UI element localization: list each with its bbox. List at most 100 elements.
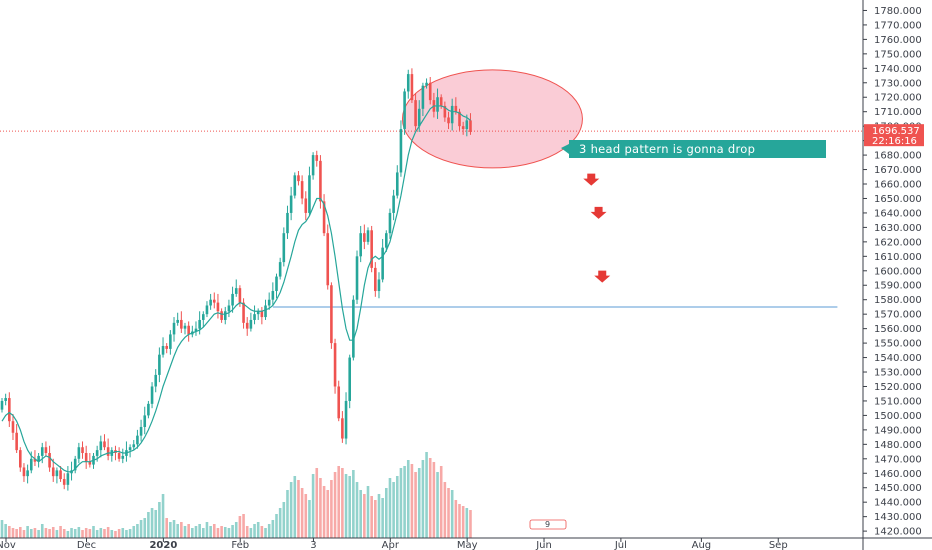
candle-body: [461, 126, 465, 130]
candle-body: [150, 386, 154, 404]
candle-body: [158, 354, 161, 375]
volume-bar: [271, 520, 275, 538]
candle-body: [282, 233, 286, 263]
volume-bar: [48, 529, 51, 538]
volume-bar: [81, 530, 84, 538]
volume-bar: [15, 529, 18, 538]
candle-body: [227, 305, 231, 312]
candle-body: [333, 343, 337, 387]
volume-bar: [238, 516, 242, 538]
volume-bar: [139, 520, 143, 538]
candle-body: [454, 105, 458, 112]
volume-bar: [363, 494, 366, 538]
volume-bar: [62, 529, 66, 538]
head-pattern-ellipse[interactable]: [401, 69, 583, 169]
candle-body: [139, 426, 143, 436]
candle: [234, 279, 238, 297]
candle: [26, 464, 29, 484]
candle: [286, 205, 289, 239]
candle: [344, 392, 348, 445]
candle-body: [315, 155, 319, 161]
candle: [48, 445, 51, 472]
y-tick-label: 1770.000: [874, 20, 922, 31]
candle-body: [403, 91, 406, 130]
candle-body: [417, 108, 421, 127]
volume-bar: [392, 482, 395, 538]
y-tick-label: 1490.000: [874, 425, 922, 436]
candle: [8, 392, 11, 427]
candle: [99, 435, 103, 458]
y-tick-label: 1420.000: [874, 527, 922, 538]
candle: [392, 189, 395, 221]
candle-body: [330, 285, 333, 344]
volume-bar: [388, 478, 392, 538]
candle-body: [308, 175, 311, 213]
x-tick-label: 3: [310, 540, 316, 550]
candle: [278, 257, 282, 280]
candle-body: [381, 247, 384, 280]
down-arrow-icon[interactable]: [583, 173, 600, 186]
callout-box[interactable]: [561, 140, 826, 158]
candle: [315, 150, 319, 167]
candle: [84, 445, 88, 469]
candle: [348, 354, 351, 409]
candle-body: [304, 198, 308, 213]
candle: [165, 343, 168, 354]
volume-bar: [11, 528, 15, 538]
candle-body: [359, 233, 362, 257]
candle: [51, 458, 55, 482]
candle-body: [278, 262, 282, 277]
volume-bar: [275, 514, 278, 538]
y-tick-label: 1640.000: [874, 208, 922, 219]
down-arrow-icon[interactable]: [594, 270, 611, 283]
volume-bar: [359, 490, 362, 538]
volume-bar: [344, 474, 348, 538]
callout-annotation[interactable]: 3 head pattern is gonna drop 9: [529, 140, 826, 530]
candle-body: [40, 447, 44, 456]
candle-body: [297, 175, 300, 182]
candle: [194, 321, 198, 336]
candle: [388, 208, 392, 239]
y-tick-label: 1460.000: [874, 469, 922, 480]
volume-bar: [44, 528, 48, 538]
candle-body: [29, 458, 33, 471]
volume-bar: [92, 526, 95, 538]
volume-bar: [245, 526, 249, 538]
volume-bar: [150, 508, 154, 538]
volume-bar: [410, 464, 414, 538]
candle: [212, 292, 216, 309]
candles: [0, 68, 472, 491]
candle-body: [249, 319, 253, 329]
volume-bar: [231, 525, 234, 538]
candle-body: [348, 357, 351, 401]
volume-badge-text: 9: [545, 520, 550, 529]
candle: [180, 311, 183, 333]
candle: [77, 442, 81, 464]
volume-bar: [223, 527, 227, 538]
volume-bar: [121, 528, 125, 538]
candle-body: [421, 85, 425, 109]
candle: [414, 92, 417, 131]
candle-body: [59, 470, 62, 480]
volume-bar: [172, 520, 176, 538]
candle: [62, 473, 66, 490]
candle-body: [202, 314, 205, 320]
candle-body: [242, 302, 245, 323]
down-arrow-icon[interactable]: [590, 206, 607, 219]
candle: [447, 111, 450, 130]
y-tick-label: 1760.000: [874, 35, 922, 46]
y-tick-label: 1590.000: [874, 281, 922, 292]
candle-body: [374, 267, 377, 292]
candle: [169, 330, 172, 355]
candle: [330, 282, 333, 349]
y-tick-label: 1480.000: [874, 440, 922, 451]
candle-body: [275, 276, 278, 292]
volume-bar: [169, 522, 172, 538]
volume-bar: [381, 498, 384, 538]
candle: [73, 455, 77, 474]
candle-body: [198, 319, 201, 329]
candle-body: [143, 415, 147, 427]
volume-bar: [447, 488, 450, 538]
